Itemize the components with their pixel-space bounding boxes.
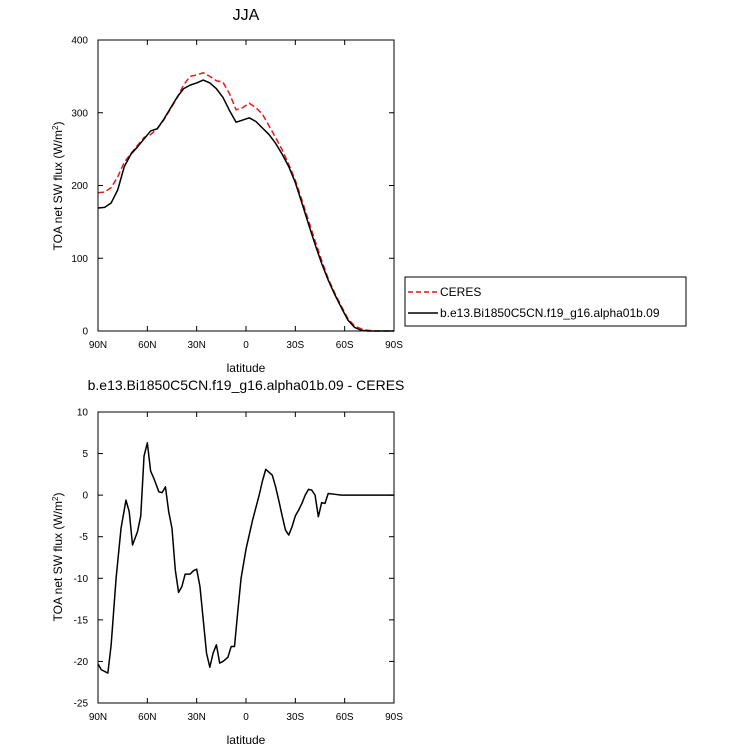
top-chart-xtick-label-4: 30S — [286, 340, 304, 351]
bottom-chart-xlabel: latitude — [227, 733, 266, 747]
bottom-chart-ytick-label-5: 0 — [82, 491, 88, 502]
top-chart-xtick-label-3: 0 — [243, 340, 249, 351]
bottom-chart-xtick-label-2: 30N — [187, 712, 205, 723]
bottom-chart-ytick-label-7: 10 — [77, 408, 89, 419]
top-chart-ytick-label-4: 400 — [71, 36, 88, 47]
top-chart-xtick-label-0: 90N — [89, 340, 107, 351]
bottom-chart-ytick-label-2: -15 — [74, 615, 89, 626]
top-chart-series-line-0 — [97, 71, 394, 332]
top-chart-xtick-label-6: 90S — [385, 340, 403, 351]
bottom-chart-title: b.e13.Bi1850C5CN.f19_g16.alpha01b.09 - C… — [88, 377, 405, 393]
bottom-chart-ytick-label-3: -10 — [74, 574, 89, 585]
bottom-chart-ticks: 90N 60N 30N 0 30S 60S 90S -25 -20 -15 -10 -5 0 5 10 — [74, 408, 404, 724]
top-chart-xtick-label-2: 30N — [187, 340, 205, 351]
bottom-chart-frame — [97, 411, 395, 704]
top-chart-ytick-label-3: 300 — [71, 108, 88, 119]
bottom-chart-xtick-label-6: 90S — [385, 712, 403, 723]
top-chart-frame — [97, 39, 395, 332]
bottom-chart-xtick-label-4: 30S — [286, 712, 304, 723]
bottom-chart: b.e13.Bi1850C5CN.f19_g16.alpha01b.09 - C… — [51, 377, 404, 747]
bottom-chart-xtick-label-0: 90N — [89, 712, 107, 723]
legend: CERES b.e13.Bi1850C5CN.f19_g16.alpha01b.… — [404, 276, 687, 327]
legend-box — [404, 276, 687, 327]
top-chart-series-line-1 — [97, 79, 394, 332]
bottom-chart-ytick-label-0: -25 — [74, 699, 89, 710]
top-chart-xlabel: latitude — [227, 361, 266, 375]
bottom-chart-series-line-0 — [97, 442, 394, 674]
bottom-chart-xtick-label-5: 60S — [336, 712, 354, 723]
bottom-chart-ylabel: TOA net SW flux (W/m2) — [51, 493, 65, 622]
top-chart: JJA 90N 60N 30N 0 30S 60S 90S 0 100 200 300 400 lat… — [51, 7, 403, 375]
bottom-chart-ytick-label-1: -20 — [74, 657, 89, 668]
top-chart-plot-area — [97, 71, 394, 332]
top-chart-ytick-label-1: 100 — [71, 254, 88, 265]
top-chart-xtick-label-5: 60S — [336, 340, 354, 351]
bottom-chart-xtick-label-1: 60N — [138, 712, 156, 723]
bottom-chart-xtick-label-3: 0 — [243, 712, 249, 723]
top-chart-ytick-label-0: 0 — [82, 327, 88, 338]
top-chart-ytick-label-2: 200 — [71, 181, 88, 192]
bottom-chart-ytick-label-4: -5 — [79, 532, 88, 543]
bottom-chart-ytick-label-6: 5 — [82, 449, 88, 460]
bottom-chart-plot-area — [97, 442, 394, 674]
legend-label-ceres: CERES — [440, 285, 481, 299]
legend-label-model: b.e13.Bi1850C5CN.f19_g16.alpha01b.09 — [440, 306, 660, 320]
top-chart-ylabel: TOA net SW flux (W/m2) — [51, 122, 65, 251]
top-chart-title: JJA — [233, 7, 260, 24]
top-chart-ticks: 90N 60N 30N 0 30S 60S 90S 0 100 200 300 400 — [71, 36, 403, 352]
top-chart-xtick-label-1: 60N — [138, 340, 156, 351]
